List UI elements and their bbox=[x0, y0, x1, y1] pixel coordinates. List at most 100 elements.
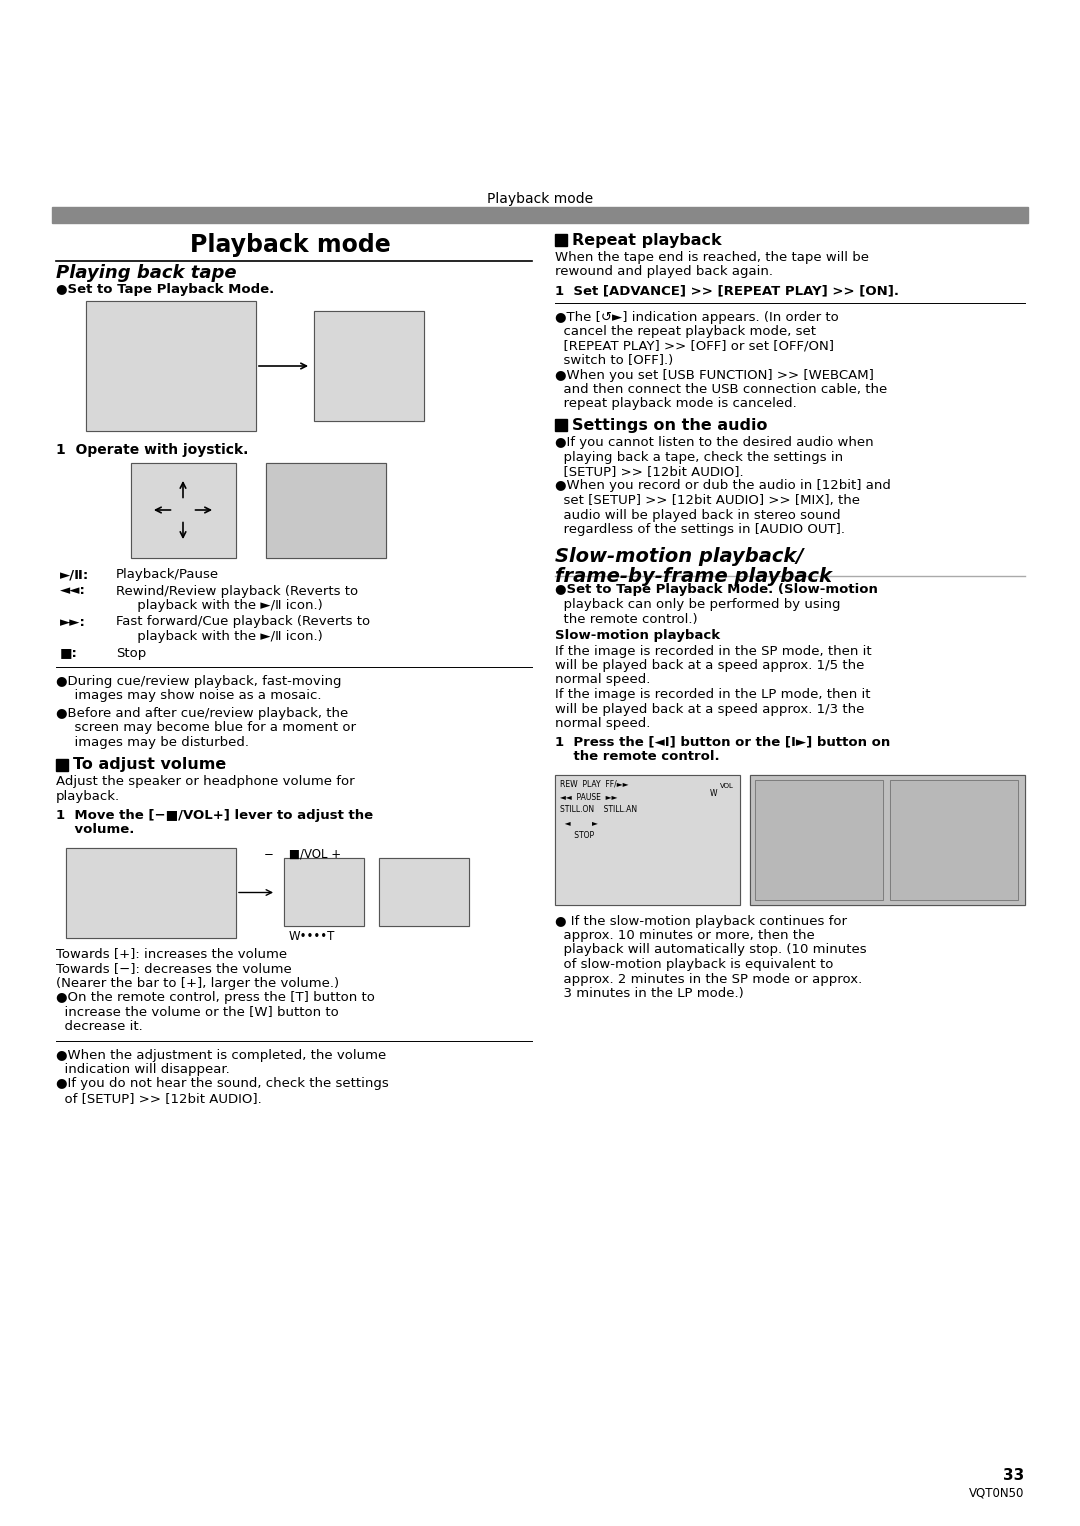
Text: rewound and played back again.: rewound and played back again. bbox=[555, 266, 773, 279]
Text: ●On the remote control, press the [T] button to: ●On the remote control, press the [T] bu… bbox=[56, 990, 375, 1004]
Text: screen may become blue for a moment or: screen may become blue for a moment or bbox=[66, 722, 356, 734]
Text: [REPEAT PLAY] >> [OFF] or set [OFF/ON]: [REPEAT PLAY] >> [OFF] or set [OFF/ON] bbox=[555, 339, 834, 353]
Bar bbox=[314, 311, 424, 421]
Bar bbox=[266, 462, 386, 559]
Text: ◄         ►: ◄ ► bbox=[561, 818, 598, 827]
Text: Towards [−]: decreases the volume: Towards [−]: decreases the volume bbox=[56, 961, 292, 975]
Text: normal speed.: normal speed. bbox=[555, 673, 650, 687]
Text: set [SETUP] >> [12bit AUDIO] >> [MIX], the: set [SETUP] >> [12bit AUDIO] >> [MIX], t… bbox=[555, 494, 860, 507]
Text: will be played back at a speed approx. 1/3 the: will be played back at a speed approx. 1… bbox=[555, 702, 864, 716]
Text: Adjust the speaker or headphone volume for: Adjust the speaker or headphone volume f… bbox=[56, 775, 354, 789]
Text: approx. 2 minutes in the SP mode or approx.: approx. 2 minutes in the SP mode or appr… bbox=[555, 972, 862, 986]
Text: audio will be played back in stereo sound: audio will be played back in stereo soun… bbox=[555, 508, 840, 522]
Text: 33: 33 bbox=[1002, 1468, 1024, 1483]
Text: If the image is recorded in the LP mode, then it: If the image is recorded in the LP mode,… bbox=[555, 688, 870, 700]
Text: of [SETUP] >> [12bit AUDIO].: of [SETUP] >> [12bit AUDIO]. bbox=[56, 1093, 261, 1105]
Text: W: W bbox=[710, 789, 717, 798]
Text: playback will automatically stop. (10 minutes: playback will automatically stop. (10 mi… bbox=[555, 943, 866, 957]
Text: 1  Operate with joystick.: 1 Operate with joystick. bbox=[56, 443, 248, 456]
Bar bbox=[890, 780, 1018, 899]
Text: Slow-motion playback: Slow-motion playback bbox=[555, 629, 720, 642]
Text: Stop: Stop bbox=[116, 647, 146, 659]
Text: regardless of the settings in [AUDIO OUT].: regardless of the settings in [AUDIO OUT… bbox=[555, 523, 845, 536]
Text: normal speed.: normal speed. bbox=[555, 717, 650, 729]
Text: (Nearer the bar to [+], larger the volume.): (Nearer the bar to [+], larger the volum… bbox=[56, 977, 339, 989]
Text: 1  Move the [−■/VOL+] lever to adjust the: 1 Move the [−■/VOL+] lever to adjust the bbox=[56, 809, 373, 821]
Text: indication will disappear.: indication will disappear. bbox=[56, 1064, 230, 1076]
Text: cancel the repeat playback mode, set: cancel the repeat playback mode, set bbox=[555, 325, 816, 337]
Text: Towards [+]: increases the volume: Towards [+]: increases the volume bbox=[56, 948, 287, 960]
Text: increase the volume or the [W] button to: increase the volume or the [W] button to bbox=[56, 1006, 339, 1018]
Bar bbox=[379, 858, 469, 925]
Text: images may show noise as a mosaic.: images may show noise as a mosaic. bbox=[66, 690, 322, 702]
Text: ►►:: ►►: bbox=[60, 615, 86, 629]
Bar bbox=[555, 775, 740, 905]
Text: To adjust volume: To adjust volume bbox=[73, 757, 226, 772]
Bar bbox=[266, 462, 386, 559]
Bar bbox=[86, 301, 256, 430]
Text: ■:: ■: bbox=[60, 647, 78, 659]
Text: ●If you do not hear the sound, check the settings: ●If you do not hear the sound, check the… bbox=[56, 1077, 389, 1091]
Bar bbox=[131, 462, 237, 559]
Text: STOP: STOP bbox=[561, 832, 594, 841]
Text: Playing back tape: Playing back tape bbox=[56, 264, 237, 282]
Bar bbox=[52, 208, 1028, 223]
Bar bbox=[66, 847, 237, 937]
Bar bbox=[66, 847, 237, 937]
Bar bbox=[131, 462, 237, 559]
Text: Fast forward/Cue playback (Reverts to: Fast forward/Cue playback (Reverts to bbox=[116, 615, 370, 629]
Text: Playback/Pause: Playback/Pause bbox=[116, 568, 219, 581]
Bar bbox=[555, 420, 567, 430]
Text: Rewind/Review playback (Reverts to: Rewind/Review playback (Reverts to bbox=[116, 584, 359, 598]
Bar bbox=[284, 858, 364, 925]
Text: the remote control.: the remote control. bbox=[555, 749, 719, 763]
Text: ●When you record or dub the audio in [12bit] and: ●When you record or dub the audio in [12… bbox=[555, 479, 891, 493]
Bar bbox=[56, 758, 68, 771]
Bar bbox=[755, 780, 883, 899]
Bar bbox=[555, 775, 740, 905]
Text: ●Set to Tape Playback Mode.: ●Set to Tape Playback Mode. bbox=[56, 282, 274, 296]
Bar bbox=[86, 301, 256, 430]
Text: playback.: playback. bbox=[56, 790, 120, 803]
Text: repeat playback mode is canceled.: repeat playback mode is canceled. bbox=[555, 397, 797, 410]
Text: 1  Set [ADVANCE] >> [REPEAT PLAY] >> [ON].: 1 Set [ADVANCE] >> [REPEAT PLAY] >> [ON]… bbox=[555, 284, 899, 298]
Bar bbox=[750, 775, 1025, 905]
Text: ◄◄:: ◄◄: bbox=[60, 584, 86, 598]
Text: VOL: VOL bbox=[720, 783, 734, 789]
Text: ●During cue/review playback, fast-moving: ●During cue/review playback, fast-moving bbox=[56, 674, 341, 688]
Text: ●When you set [USB FUNCTION] >> [WEBCAM]: ●When you set [USB FUNCTION] >> [WEBCAM] bbox=[555, 368, 874, 382]
Bar bbox=[750, 775, 1025, 905]
Bar bbox=[379, 858, 469, 925]
Text: playback can only be performed by using: playback can only be performed by using bbox=[555, 598, 840, 610]
Text: 3 minutes in the LP mode.): 3 minutes in the LP mode.) bbox=[555, 987, 744, 1000]
Text: −    ■/VOL +: − ■/VOL + bbox=[264, 847, 341, 861]
Text: frame-by-frame playback: frame-by-frame playback bbox=[555, 568, 832, 586]
Text: Slow-motion playback/: Slow-motion playback/ bbox=[555, 548, 804, 566]
Text: 1  Press the [◄Ⅰ] button or the [Ⅰ►] button on: 1 Press the [◄Ⅰ] button or the [Ⅰ►] butt… bbox=[555, 736, 890, 748]
Text: [SETUP] >> [12bit AUDIO].: [SETUP] >> [12bit AUDIO]. bbox=[555, 465, 744, 478]
Bar bbox=[890, 780, 1018, 899]
Text: ●Set to Tape Playback Mode. (Slow-motion: ●Set to Tape Playback Mode. (Slow-motion bbox=[555, 583, 878, 597]
Text: ►/Ⅱ:: ►/Ⅱ: bbox=[60, 568, 90, 581]
Text: playback with the ►/Ⅱ icon.): playback with the ►/Ⅱ icon.) bbox=[116, 630, 323, 642]
Text: playback with the ►/Ⅱ icon.): playback with the ►/Ⅱ icon.) bbox=[116, 600, 323, 612]
Text: ●Before and after cue/review playback, the: ●Before and after cue/review playback, t… bbox=[56, 707, 348, 720]
Text: Settings on the audio: Settings on the audio bbox=[572, 418, 768, 433]
Text: When the tape end is reached, the tape will be: When the tape end is reached, the tape w… bbox=[555, 250, 869, 264]
Text: ●If you cannot listen to the desired audio when: ●If you cannot listen to the desired aud… bbox=[555, 436, 874, 449]
Text: of slow-motion playback is equivalent to: of slow-motion playback is equivalent to bbox=[555, 958, 834, 971]
Text: If the image is recorded in the SP mode, then it: If the image is recorded in the SP mode,… bbox=[555, 644, 872, 658]
Bar bbox=[755, 780, 883, 899]
Text: and then connect the USB connection cable, the: and then connect the USB connection cabl… bbox=[555, 383, 888, 397]
Text: VQT0N50: VQT0N50 bbox=[969, 1486, 1024, 1499]
Text: W••••T: W••••T bbox=[289, 929, 336, 943]
Bar bbox=[284, 858, 364, 925]
Text: volume.: volume. bbox=[56, 823, 134, 836]
Text: ● If the slow-motion playback continues for: ● If the slow-motion playback continues … bbox=[555, 914, 847, 928]
Text: images may be disturbed.: images may be disturbed. bbox=[66, 736, 249, 749]
Text: the remote control.): the remote control.) bbox=[555, 612, 698, 626]
Text: decrease it.: decrease it. bbox=[56, 1019, 143, 1033]
Text: ●The [↺►] indication appears. (In order to: ●The [↺►] indication appears. (In order … bbox=[555, 310, 839, 324]
Bar bbox=[314, 311, 424, 421]
Text: Repeat playback: Repeat playback bbox=[572, 233, 721, 249]
